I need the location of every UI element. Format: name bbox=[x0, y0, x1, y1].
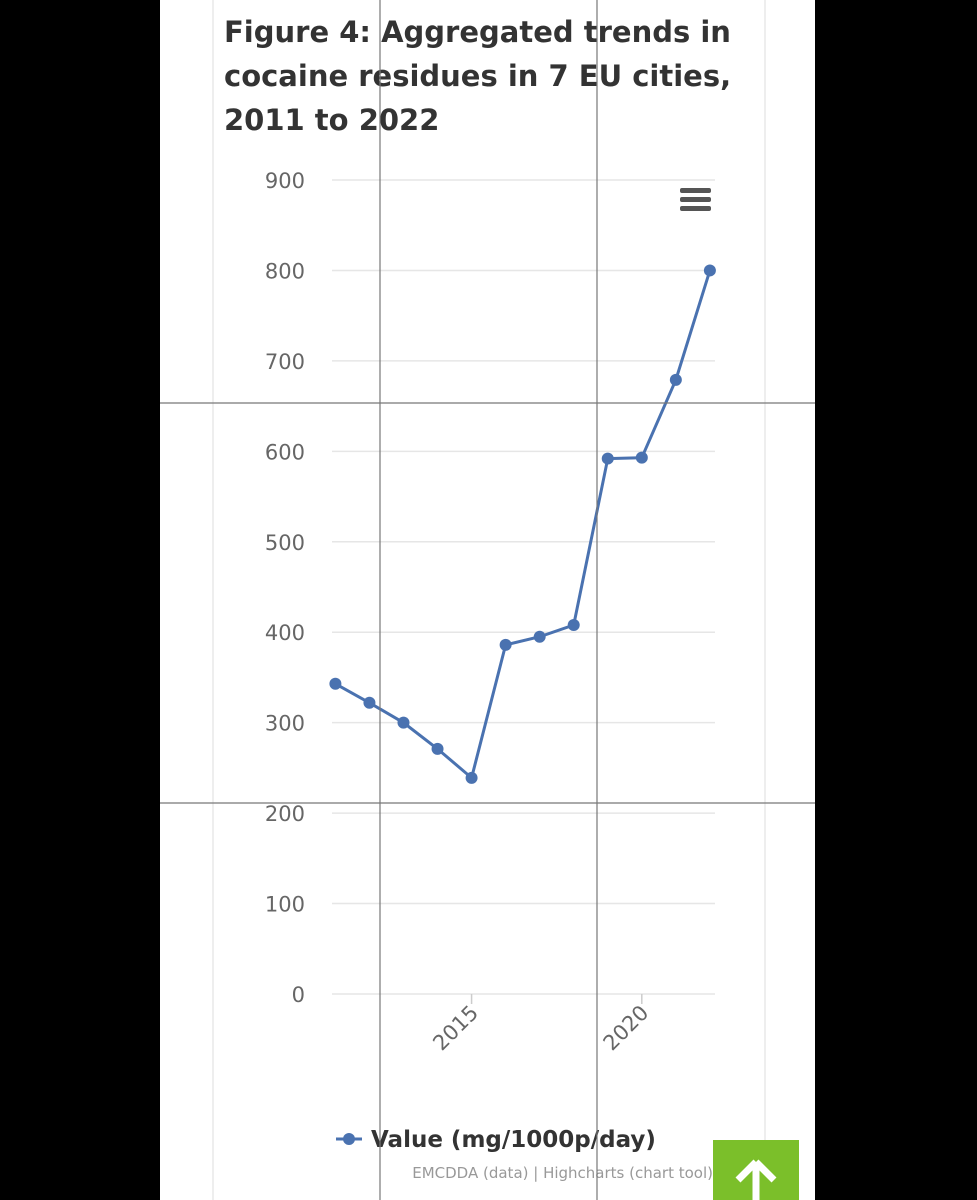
point bbox=[567, 618, 580, 631]
y-tick-label: 400 bbox=[265, 621, 305, 645]
y-tick-label: 900 bbox=[265, 169, 305, 193]
arrow-icon bbox=[735, 1159, 777, 1200]
credits: EMCDDA (data) | Highcharts (chart tool) bbox=[412, 1164, 713, 1182]
y-tick-label: 700 bbox=[265, 350, 305, 374]
point bbox=[499, 638, 512, 651]
scroll-top-button[interactable] bbox=[713, 1140, 799, 1200]
overlay-grid bbox=[160, 0, 815, 1200]
point bbox=[635, 451, 648, 464]
point bbox=[465, 771, 478, 784]
title-line: Figure 4: Aggregated trends in bbox=[224, 15, 731, 49]
point bbox=[329, 677, 342, 690]
point bbox=[669, 373, 682, 386]
legend-marker bbox=[343, 1133, 355, 1145]
menu-bar bbox=[680, 206, 711, 211]
y-tick-label: 500 bbox=[265, 531, 305, 555]
menu-bar bbox=[680, 197, 711, 202]
point bbox=[363, 696, 376, 709]
y-tick-label: 300 bbox=[265, 712, 305, 736]
legend-label[interactable]: Value (mg/1000p/day) bbox=[371, 1127, 656, 1153]
menu-button[interactable] bbox=[680, 188, 711, 211]
y-tick-label: 600 bbox=[265, 440, 305, 464]
y-tick-label: 0 bbox=[292, 983, 305, 1007]
point bbox=[397, 716, 410, 729]
series-line bbox=[334, 269, 712, 781]
title-line: 2011 to 2022 bbox=[224, 103, 439, 137]
menu-bar bbox=[680, 188, 711, 193]
y-tick-label: 100 bbox=[265, 893, 305, 917]
point bbox=[533, 630, 546, 643]
y-tick-label: 800 bbox=[265, 259, 305, 283]
point bbox=[703, 264, 716, 277]
y-tick-label: 200 bbox=[265, 802, 305, 826]
point bbox=[601, 452, 614, 465]
title-line: cocaine residues in 7 EU cities, bbox=[224, 59, 731, 93]
chart-title: Figure 4: Aggregated trends in cocaine re… bbox=[224, 15, 731, 137]
point bbox=[431, 742, 444, 755]
